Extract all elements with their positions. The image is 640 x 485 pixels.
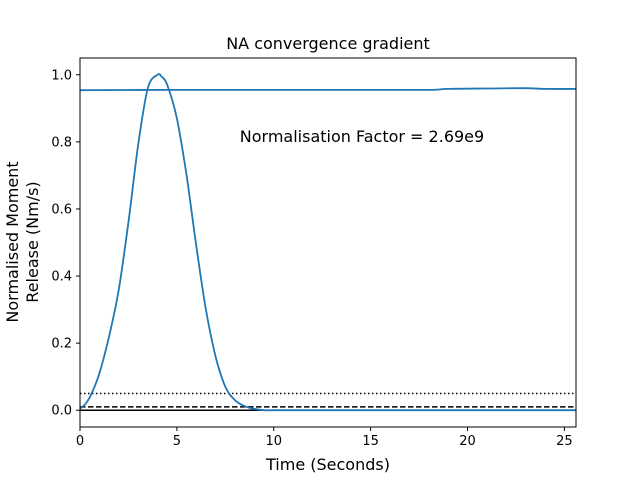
y-tick-label: 0.2 [51, 337, 72, 352]
x-tick-label: 5 [173, 434, 181, 449]
y-axis-label-line-1: Normalised Moment [3, 161, 22, 322]
x-ticks: 0 5 10 15 20 25 [76, 427, 573, 449]
x-tick-label: 20 [459, 434, 476, 449]
y-tick-label: 0.0 [51, 404, 72, 419]
normalisation-annotation: Normalisation Factor = 2.69e9 [240, 127, 484, 146]
axes-frame [79, 57, 577, 428]
x-axis-label: Time (Seconds) [265, 455, 390, 474]
series-line-2 [79, 87, 577, 92]
x-tick-label: 25 [556, 434, 573, 449]
chart-title: NA convergence gradient [226, 34, 430, 53]
x-tick-label: 0 [76, 434, 84, 449]
y-ticks: 0.0 0.2 0.4 0.6 0.8 1.0 [51, 68, 80, 419]
y-axis-label: Normalised Moment Release (Nm/s) [3, 161, 42, 322]
x-tick-label: 15 [362, 434, 379, 449]
y-tick-label: 0.6 [51, 202, 72, 217]
x-tick-label: 10 [265, 434, 282, 449]
y-tick-label: 0.4 [51, 270, 72, 285]
series-layer [79, 73, 577, 412]
y-tick-label: 1.0 [51, 68, 72, 83]
y-tick-label: 0.8 [51, 135, 72, 150]
series-line-1 [79, 73, 576, 412]
y-axis-label-line-2: Release (Nm/s) [23, 181, 42, 302]
